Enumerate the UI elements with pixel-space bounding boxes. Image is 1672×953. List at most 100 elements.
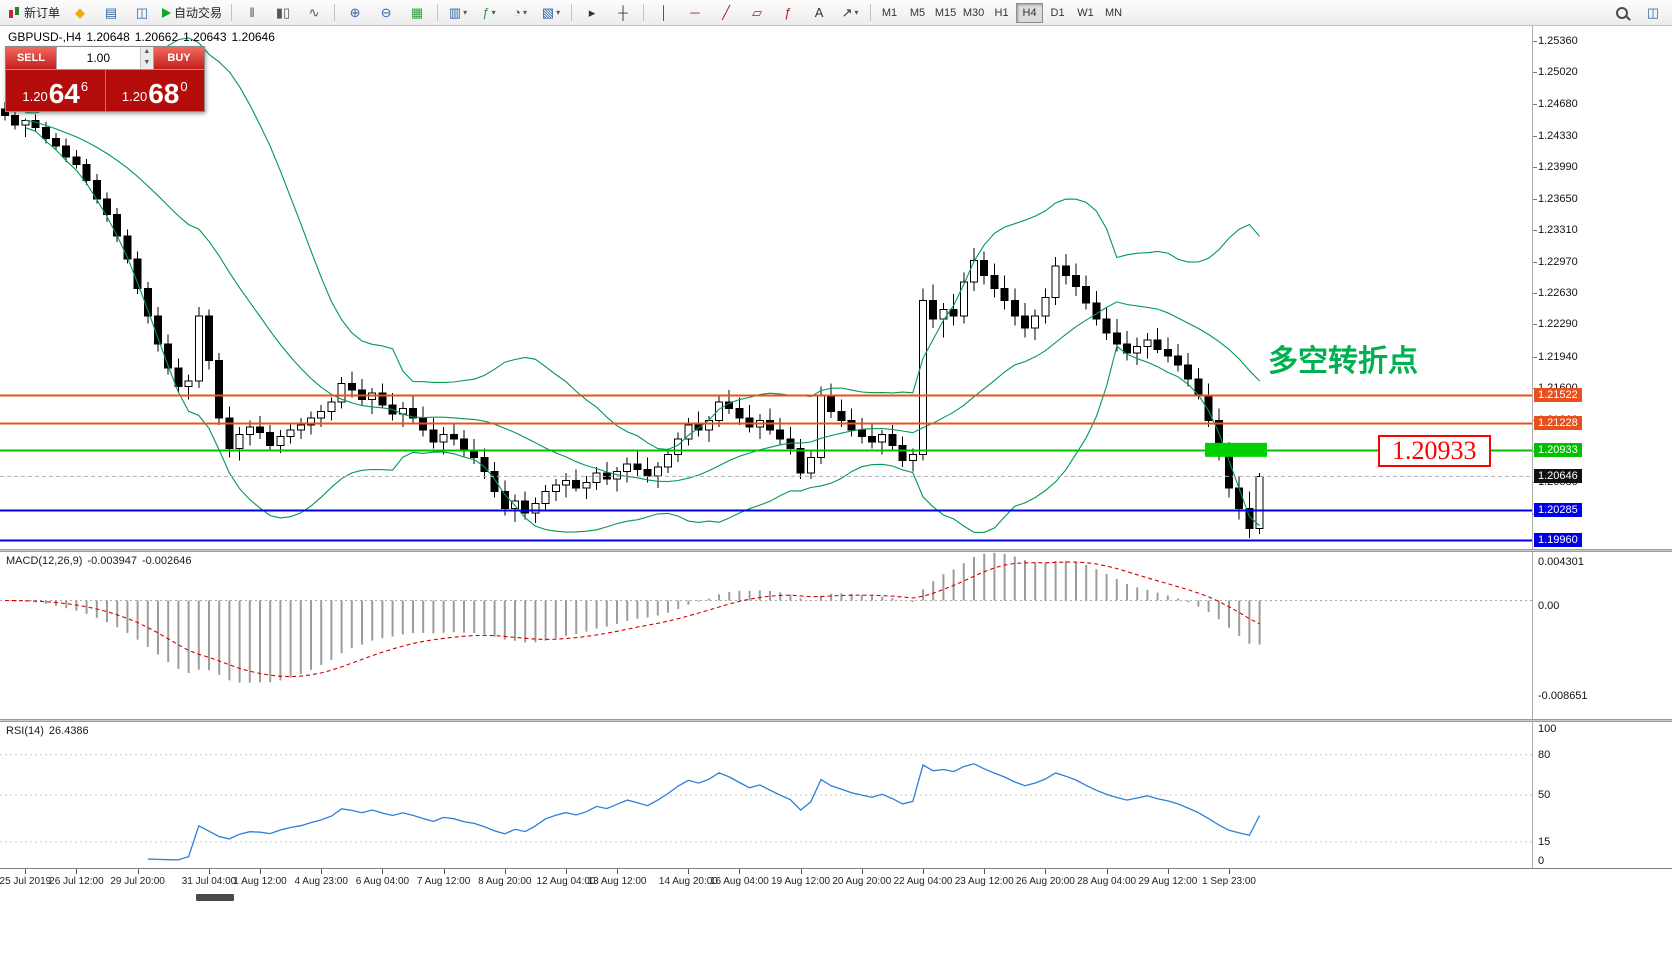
time-axis-label: 1 Aug 12:00 <box>233 876 287 887</box>
data-window-icon[interactable]: ◫ <box>127 2 157 24</box>
price-scale-tick: 1.23310 <box>1538 224 1578 237</box>
templates-icon[interactable]: ▧ ▾ <box>536 2 566 24</box>
crosshair-icon[interactable]: ┼ <box>608 2 638 24</box>
scrollbar-thumb[interactable] <box>196 894 234 901</box>
buy-button[interactable]: BUY <box>154 47 204 69</box>
text-icon[interactable]: A <box>804 2 834 24</box>
templates-icon: ▧ <box>541 4 555 20</box>
toolbar-divider <box>870 4 872 21</box>
macd-signal-line <box>4 561 1260 678</box>
time-axis-label: 1 Sep 23:00 <box>1202 876 1256 887</box>
price-scale-mark <box>1533 293 1537 294</box>
time-axis-label: 19 Aug 12:00 <box>771 876 831 887</box>
time-axis-label: 25 Jul 2019 <box>0 876 52 887</box>
time-axis-label: 4 Aug 23:00 <box>294 876 348 887</box>
macd-chart[interactable] <box>0 552 1532 719</box>
channel-icon: ▱ <box>752 4 763 20</box>
rsi-chart[interactable] <box>0 722 1532 868</box>
volume-down-button[interactable]: ▼ <box>140 58 153 69</box>
price-chart[interactable] <box>0 26 1532 549</box>
price-scale-mark <box>1533 199 1537 200</box>
grid-icon: ▦ <box>410 4 424 20</box>
chart-candles-icon[interactable]: ▮▯ <box>268 2 298 24</box>
timeframe-m1[interactable]: M1 <box>881 6 898 19</box>
sell-price-base: 1.20 <box>22 89 48 104</box>
channel-icon[interactable]: ▱ <box>742 2 772 24</box>
market-watch-icon[interactable]: ▤ <box>96 2 126 24</box>
chart-window-icon[interactable]: ◫ <box>1638 2 1668 24</box>
rsi-label: RSI(14) 26.4386 <box>6 725 94 737</box>
time-axis[interactable]: 25 Jul 2019 26 Jul 12:00 29 Jul 20:00 31 Ju… <box>0 868 1672 891</box>
price-scale-mark <box>1533 357 1537 358</box>
price-badge-1.20933: 1.20933 <box>1534 442 1582 457</box>
macd-scale[interactable]: 0.004301 0.00 -0.008651 <box>1532 552 1672 719</box>
indicators-icon[interactable]: ƒ ▾ <box>474 2 504 24</box>
fibonacci-icon[interactable]: ƒ <box>773 2 803 24</box>
time-axis-label: 16 Aug 04:00 <box>709 876 769 887</box>
rsi-name: RSI(14) <box>6 725 44 737</box>
metaquotes-icon: ◆ <box>75 4 86 20</box>
chart-bars-icon[interactable]: ‖ <box>237 2 267 24</box>
level-lines[interactable] <box>0 394 1532 542</box>
time-axis-label: 31 Jul 04:00 <box>181 876 237 887</box>
tile-windows-icon[interactable]: ▥ ▾ <box>443 2 473 24</box>
chart-line-icon[interactable]: ∿ <box>299 2 329 24</box>
price-scale-mark <box>1533 104 1537 105</box>
macd-label: MACD(12,26,9) -0.003947 -0.002646 <box>6 555 197 567</box>
dropdown-caret-icon: ▾ <box>522 8 527 17</box>
price-scale-tick: 1.22630 <box>1538 287 1578 300</box>
periods-icon[interactable]: ◔ ▾ <box>505 2 535 24</box>
arrows-icon[interactable]: ↗ ▾ <box>835 2 865 24</box>
price-scale-mark <box>1533 41 1537 42</box>
dropdown-caret-icon: ▾ <box>491 8 496 17</box>
symbol-name: GBPUSD-,H4 <box>8 30 82 44</box>
grid-icon[interactable]: ▦ <box>402 2 432 24</box>
volume-up-button[interactable]: ▲ <box>140 47 153 58</box>
rsi-scale-tick: 80 <box>1538 748 1551 761</box>
autotrading-button[interactable]: 自动交易 <box>158 2 226 24</box>
trendline-icon[interactable]: ╱ <box>711 2 741 24</box>
time-axis-tick <box>321 869 323 874</box>
price-callout-label[interactable]: 1.20933 <box>1378 435 1491 467</box>
panel-splitter[interactable] <box>0 719 1672 722</box>
macd-scale-tick: 0.00 <box>1538 600 1560 613</box>
zoom-in-icon[interactable]: ⊕ <box>340 2 370 24</box>
metaquotes-icon[interactable]: ◆ <box>65 2 95 24</box>
price-scale[interactable]: 1.25360 1.25020 1.24680 1.24330 1.23990 1.236… <box>1532 26 1672 549</box>
vertical-line-icon[interactable]: │ <box>649 2 679 24</box>
sell-price[interactable]: 1.20 64 6 <box>6 70 106 111</box>
data-window-icon: ◫ <box>135 4 149 20</box>
bottom-strip <box>0 890 1672 953</box>
tile-windows-icon: ▥ <box>448 4 462 20</box>
cursor-icon[interactable]: ▸ <box>577 2 607 24</box>
timeframe-m15[interactable]: M15 <box>934 6 957 19</box>
turning-point-annotation[interactable]: 多空转折点 <box>1268 345 1418 378</box>
timeframe-mn[interactable]: MN <box>1104 6 1123 19</box>
bollinger-lower <box>25 127 1260 533</box>
new-order-button[interactable]: 新订单 <box>4 2 64 24</box>
highlight-rectangle[interactable] <box>1205 442 1267 457</box>
timeframe-d1[interactable]: D1 <box>1050 6 1065 19</box>
time-axis-label: 29 Aug 12:00 <box>1138 876 1198 887</box>
timeframe-h1[interactable]: H1 <box>994 6 1009 19</box>
horizontal-line-icon[interactable]: ─ <box>680 2 710 24</box>
panel-splitter[interactable] <box>0 549 1672 552</box>
zoom-out-icon[interactable]: ⊖ <box>371 2 401 24</box>
autotrading-play-icon <box>162 7 172 18</box>
vertical-line-icon: │ <box>659 5 669 20</box>
volume-input[interactable] <box>57 47 140 69</box>
time-axis-tick <box>209 869 210 874</box>
time-axis-tick <box>688 869 690 874</box>
crosshair-icon: ┼ <box>618 5 628 20</box>
bar-low: 1.20643 <box>183 30 227 44</box>
sell-button[interactable]: SELL <box>6 47 56 69</box>
timeframe-h4[interactable]: H4 <box>1016 2 1044 23</box>
buy-price[interactable]: 1.20 68 0 <box>106 70 205 111</box>
timeframe-m30[interactable]: M30 <box>962 6 985 19</box>
rsi-scale[interactable]: 100 80 50 15 0 <box>1532 722 1672 868</box>
timeframe-w1[interactable]: W1 <box>1077 6 1094 19</box>
timeframe-m5[interactable]: M5 <box>909 6 926 19</box>
search-icon[interactable] <box>1607 2 1637 24</box>
periods-icon: ◔ <box>513 5 521 20</box>
horizontal-line-icon: ─ <box>690 5 700 20</box>
